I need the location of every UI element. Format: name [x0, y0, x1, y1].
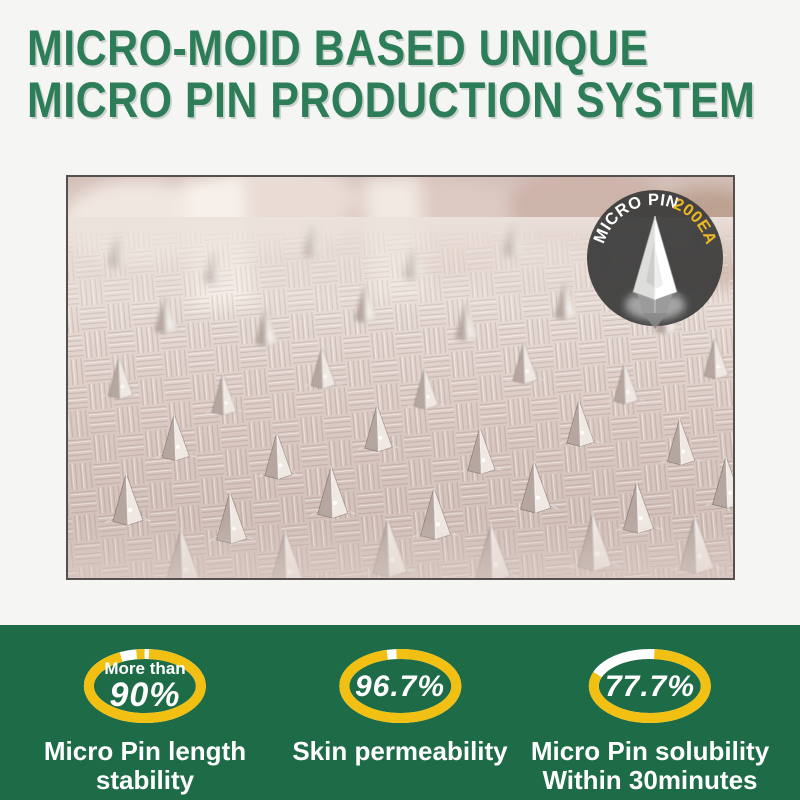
stat-ring-text: 77.7%	[583, 641, 717, 731]
progress-ring	[339, 649, 461, 723]
stat-label: Micro Pin solubility Within 30minutes	[530, 736, 770, 795]
stat-ring-text: More than 90%	[78, 641, 212, 731]
stat-label: Skin permeability	[292, 736, 508, 766]
stat-value: 77.7%	[604, 669, 696, 703]
stat-ring-text: 96.7%	[333, 641, 467, 731]
page-title: MICRO-MOID BASED UNIQUE MICRO PIN PRODUC…	[27, 22, 800, 126]
heading-line-2: MICRO PIN PRODUCTION SYSTEM	[27, 72, 756, 128]
stat-pin-length-stability: More than 90% Micro Pin length stability	[44, 625, 246, 795]
badge-pin-pyramid	[628, 215, 682, 329]
progress-ring	[588, 649, 711, 723]
stat-ring-wrap: 96.7%	[333, 641, 467, 731]
heading-line-1: MICRO-MOID BASED UNIQUE	[27, 20, 649, 76]
progress-ring	[83, 649, 206, 723]
stat-value: 96.7%	[354, 669, 446, 703]
stat-label: Micro Pin length stability	[43, 736, 247, 795]
stat-ring-wrap: 77.7%	[583, 641, 717, 731]
stat-ring-wrap: More than 90%	[78, 641, 212, 731]
micro-pin-badge: MICRO PIN 200EA	[587, 190, 723, 329]
stat-prefix: More than	[104, 659, 186, 678]
product-photo: MICRO PIN 200EA	[66, 175, 735, 580]
stat-skin-permeability: 96.7% Skin permeability	[292, 625, 508, 766]
stats-band: More than 90% Micro Pin length stability…	[0, 625, 800, 800]
stat-pin-solubility: 77.7% Micro Pin solubility Within 30minu…	[531, 625, 769, 795]
stat-value: 90%	[109, 676, 181, 714]
micro-pin-photo-illustration: MICRO PIN 200EA	[68, 177, 733, 578]
bottom-blur-wash	[68, 517, 733, 578]
